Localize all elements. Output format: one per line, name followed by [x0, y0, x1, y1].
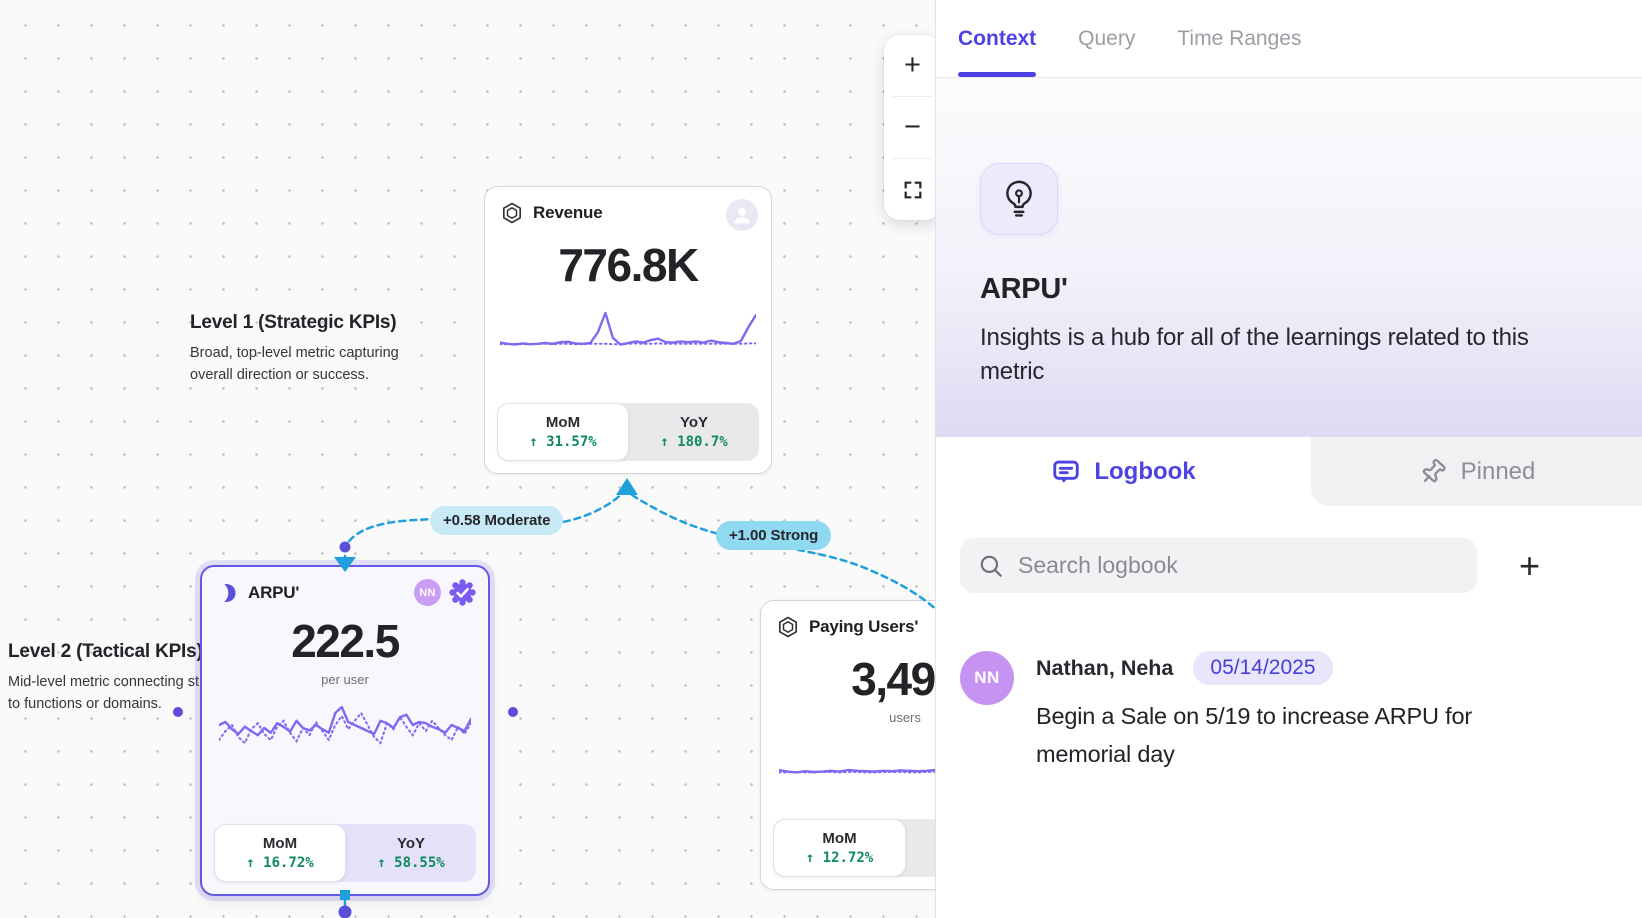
stat-mom[interactable]: MoM ↑ 12.72% [773, 819, 906, 877]
lightbulb-icon [1006, 180, 1032, 217]
stat-value: ↑ 16.72% [246, 855, 314, 871]
metric-unit: per user [321, 672, 369, 687]
stat-value: ↑ 180.7% [660, 434, 728, 450]
metric-unit: users [889, 710, 921, 725]
pin-icon [1422, 458, 1446, 482]
stat-label: MoM [822, 830, 857, 847]
connection-dot-top[interactable] [339, 541, 351, 553]
metric-value: 222.5 [291, 615, 400, 667]
card-title: ARPU' [248, 583, 300, 602]
logbook-subtabs: Logbook Pinned [936, 437, 1642, 506]
log-text: Begin a Sale on 5/19 to increase ARPU fo… [1036, 703, 1472, 767]
subtab-label: Logbook [1094, 457, 1196, 485]
hexagon-metric-icon [778, 616, 798, 638]
insight-button[interactable] [980, 163, 1058, 235]
log-date-badge: 05/14/2025 [1193, 651, 1333, 685]
card-title: Revenue [533, 203, 603, 222]
panel-tabbar: Context Query Time Ranges [936, 0, 1642, 78]
hexagon-metric-icon [502, 202, 522, 224]
stat-label: MoM [262, 835, 298, 852]
edge-label-strong[interactable]: +1.00 Strong [716, 521, 832, 550]
stat-mom[interactable]: MoM ↑ 16.72% [214, 824, 346, 882]
avatar: NN [960, 651, 1014, 705]
connection-dot-bottom[interactable] [338, 905, 352, 918]
zoom-out-button[interactable]: − [904, 111, 921, 143]
zoom-toolbar: + − [884, 35, 941, 220]
stat-label: YoY [396, 835, 426, 852]
tab-query[interactable]: Query [1078, 26, 1136, 50]
subtab-label: Pinned [1460, 457, 1536, 485]
sparkline [219, 705, 471, 745]
collaborator-badge[interactable]: NN [414, 579, 441, 606]
card-title: Paying Users' [809, 617, 919, 636]
panel-metric-description: Insights is a hub for all of the learnin… [980, 324, 1529, 386]
verified-check-icon [449, 579, 476, 606]
divider [893, 96, 932, 97]
metric-card-revenue[interactable]: Revenue 776.8K MoM ↑ 31.57% YoY ↑ 180.7% [484, 186, 772, 474]
stat-row: MoM ↑ 31.57% YoY ↑ 180.7% [497, 403, 759, 461]
edge-paying-revenue [630, 493, 940, 613]
log-entry[interactable]: NN Nathan, Neha 05/14/2025 Begin a Sale … [960, 651, 1618, 773]
stat-value: ↑ 12.72% [805, 850, 874, 866]
edge-arrowhead-up [616, 478, 638, 495]
stat-yoy[interactable]: YoY ↑ 58.55% [346, 824, 476, 882]
tab-context[interactable]: Context [958, 0, 1037, 77]
fit-view-button[interactable] [884, 159, 941, 220]
edge-label-moderate[interactable]: +0.58 Moderate [430, 506, 564, 535]
zoom-in-button[interactable]: + [904, 49, 921, 81]
person-icon [734, 207, 750, 224]
annotation-level-1: Level 1 (Strategic KPIs) Broad, top-leve… [190, 312, 430, 387]
tab-pinned[interactable]: Pinned [1311, 437, 1642, 506]
search-icon [980, 555, 1002, 577]
stat-row: MoM ↑ 16.72% YoY ↑ 58.55% [214, 824, 476, 882]
annotation-title: Level 1 (Strategic KPIs) [190, 312, 397, 333]
details-panel: Context Query Time Ranges ARPU' Insights… [935, 0, 1642, 918]
tab-time-ranges[interactable]: Time Ranges [1177, 26, 1302, 50]
add-log-button[interactable]: + [1519, 544, 1541, 586]
annotation-level-2: Level 2 (Tactical KPIs) Mid-level metric… [8, 641, 243, 716]
annotation-title: Level 2 (Tactical KPIs) [8, 641, 203, 662]
stat-mom[interactable]: MoM ↑ 31.57% [497, 403, 629, 461]
insight-header: ARPU' Insights is a hub for all of the l… [936, 78, 1642, 437]
stat-label: YoY [679, 414, 709, 431]
metric-card-arpu[interactable]: ARPU' NN 222.5 per user MoM [200, 565, 490, 896]
search-input[interactable] [1018, 552, 1438, 579]
divider [893, 158, 932, 159]
sparkline [500, 311, 756, 346]
fullscreen-icon [904, 181, 921, 198]
metric-value: 776.8K [558, 239, 699, 291]
connection-dot-right[interactable] [508, 707, 518, 717]
stat-value: ↑ 58.55% [377, 855, 445, 871]
owner-avatar[interactable] [726, 199, 758, 231]
annotation-description: Mid-level metric connecting strategy to … [8, 674, 240, 712]
search-box [960, 538, 1477, 593]
comment-icon [1053, 460, 1080, 483]
annotation-description: Broad, top-level metric capturing overal… [190, 345, 399, 383]
stat-value: ↑ 31.57% [529, 434, 597, 450]
panel-metric-title: ARPU' [980, 273, 1068, 305]
logbook-content: + NN Nathan, Neha 05/14/2025 Begin a Sal… [936, 506, 1642, 773]
crescent-moon-icon [224, 584, 236, 602]
tab-logbook[interactable]: Logbook [936, 437, 1311, 506]
log-author: Nathan, Neha [1036, 655, 1174, 680]
stat-yoy[interactable]: YoY ↑ 180.7% [629, 403, 759, 461]
stat-label: MoM [545, 414, 581, 431]
